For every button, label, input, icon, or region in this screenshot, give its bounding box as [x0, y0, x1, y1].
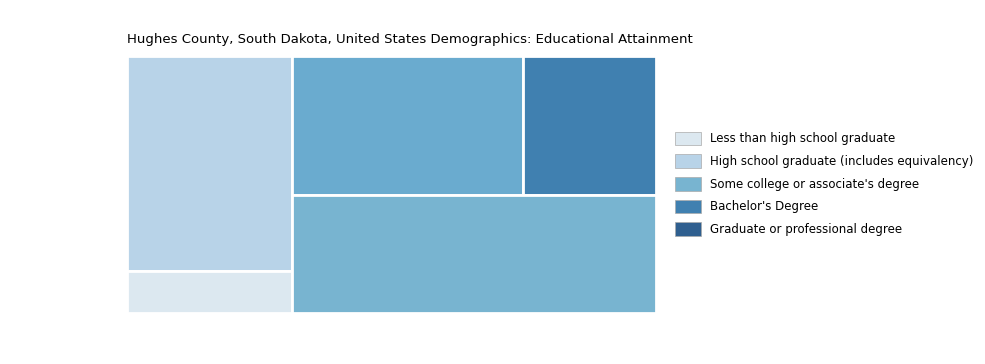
Bar: [127, 56, 292, 271]
Text: Hughes County, South Dakota, United States Demographics: Educational Attainment: Hughes County, South Dakota, United Stat…: [127, 33, 692, 47]
Bar: [292, 56, 523, 195]
Bar: [292, 195, 656, 313]
Legend: Less than high school graduate, High school graduate (includes equivalency), Som: Less than high school graduate, High sch…: [675, 132, 973, 236]
Bar: [127, 271, 292, 313]
Bar: [523, 56, 656, 195]
